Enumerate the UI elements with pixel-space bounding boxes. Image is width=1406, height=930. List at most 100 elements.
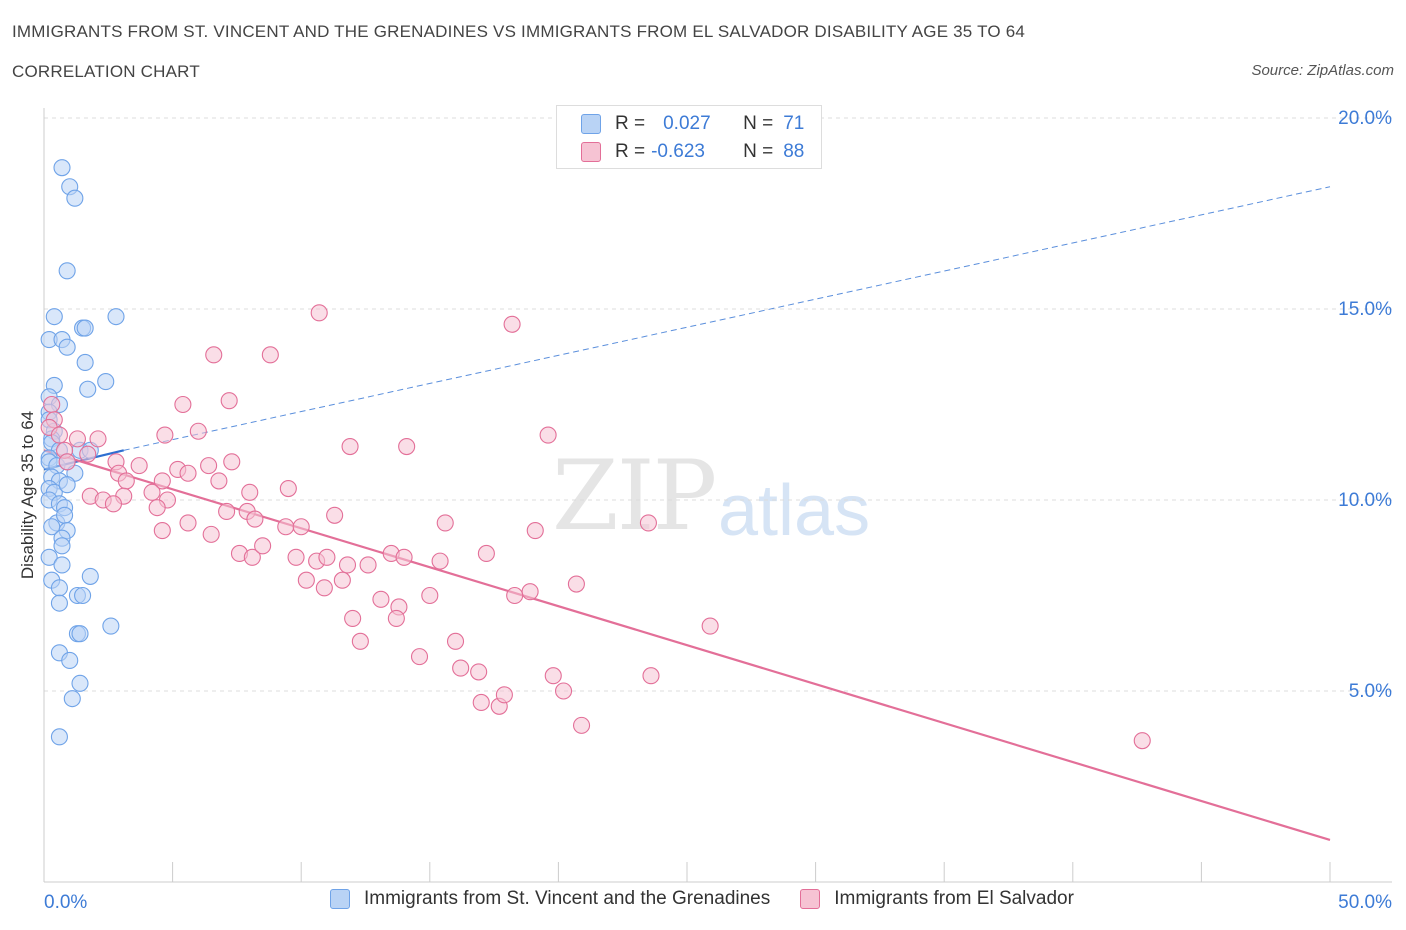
point-st-vincent [58,476,76,494]
series-legend-item-1: Immigrants from St. Vincent and the Gren… [330,888,770,910]
series-legend-label: Immigrants from El Salvador [834,888,1074,909]
watermark-atlas: atlas [718,471,871,551]
point-st-vincent [74,586,92,605]
series-legend: Immigrants from St. Vincent and the Gren… [330,888,1104,910]
point-el-salvador [130,457,148,475]
point-el-salvador [68,430,86,448]
point-el-salvador [205,346,223,364]
point-el-salvador [326,506,344,524]
point-el-salvador [495,686,513,704]
series-swatch-blue [330,889,350,909]
legend-n-value: 71 [783,113,805,134]
point-el-salvador [351,632,369,650]
point-el-salvador [218,502,236,521]
y-axis-label: Disability Age 35 to 64 [18,411,37,579]
point-st-vincent [63,690,81,708]
series-legend-item-2: Immigrants from El Salvador [800,888,1074,910]
point-el-salvador [701,617,719,635]
point-el-salvador [506,586,524,605]
point-el-salvador [153,472,171,490]
point-el-salvador [472,693,490,712]
point-st-vincent [53,159,71,177]
point-st-vincent [79,380,97,398]
point-el-salvador [50,426,68,444]
point-st-vincent [45,308,63,326]
point-el-salvador [254,537,272,555]
y-tick-label: 10.0% [1338,490,1392,511]
point-el-salvador [446,632,465,650]
stats-legend-row-1: R = 0.027 N = 71 [581,112,804,136]
chart-subtitle: CORRELATION CHART [12,62,200,81]
y-tick-label: 5.0% [1349,681,1392,702]
point-el-salvador [431,552,449,570]
trend-line-dashed [123,186,1331,451]
point-st-vincent [97,373,115,391]
chart-source: Source: ZipAtlas.com [1251,62,1394,79]
point-el-salvador [372,590,390,608]
watermark-zip: ZIP [552,440,717,552]
point-st-vincent [56,506,74,524]
point-st-vincent [71,674,89,692]
point-el-salvador [279,479,297,498]
point-st-vincent [53,537,71,555]
point-el-salvador [292,518,310,536]
point-el-salvador [341,437,359,456]
point-el-salvador [642,667,660,685]
point-st-vincent [50,594,68,612]
point-st-vincent [76,353,94,372]
y-tick-label: 20.0% [1338,108,1392,129]
point-el-salvador [398,437,416,456]
series-legend-label: Immigrants from St. Vincent and the Gren… [364,888,771,909]
point-el-salvador [544,667,562,685]
point-el-salvador [421,586,439,605]
point-st-vincent [76,319,94,337]
point-el-salvador [387,609,405,627]
point-el-salvador [277,518,295,536]
point-st-vincent [71,625,89,643]
point-el-salvador [174,395,192,414]
point-el-salvador [395,548,413,566]
point-el-salvador [261,346,279,364]
point-el-salvador [58,453,76,471]
series-swatch-pink [800,889,821,909]
point-el-salvador [521,583,539,601]
point-el-salvador [503,315,521,333]
point-el-salvador [318,548,336,566]
point-st-vincent [66,189,84,207]
legend-n-value: 88 [783,141,805,162]
point-el-salvador [526,522,544,540]
point-el-salvador [539,426,557,444]
chart-title: IMMIGRANTS FROM ST. VINCENT AND THE GREN… [12,22,1026,41]
legend-r-label: R = [615,113,646,134]
data-points [40,159,1151,750]
point-el-salvador [202,525,220,543]
gridlines [44,117,1392,692]
point-el-salvador [287,548,305,566]
point-el-salvador [210,472,228,490]
point-el-salvador [223,453,241,471]
legend-r-value: 0.027 [663,113,711,134]
point-el-salvador [179,464,197,482]
point-el-salvador [220,392,238,410]
point-st-vincent [61,651,79,669]
trend-line-solid [43,449,1331,842]
point-el-salvador [359,556,377,574]
point-el-salvador [156,426,174,444]
point-st-vincent [50,579,68,597]
legend-n-label: N = [743,113,774,134]
point-el-salvador [148,499,166,517]
point-st-vincent [58,338,76,356]
point-el-salvador [117,472,135,490]
point-el-salvador [333,571,351,589]
stats-legend: R = 0.027 N = 71 R = -0.623 N = 88 [556,105,822,169]
point-el-salvador [246,510,264,528]
point-el-salvador [477,544,495,563]
point-el-salvador [43,395,61,414]
point-el-salvador [639,514,657,532]
point-st-vincent [53,556,71,574]
point-el-salvador [89,430,107,448]
point-el-salvador [554,682,573,700]
point-st-vincent [58,262,76,280]
legend-r-label: R = [615,141,646,162]
point-el-salvador [153,522,171,540]
